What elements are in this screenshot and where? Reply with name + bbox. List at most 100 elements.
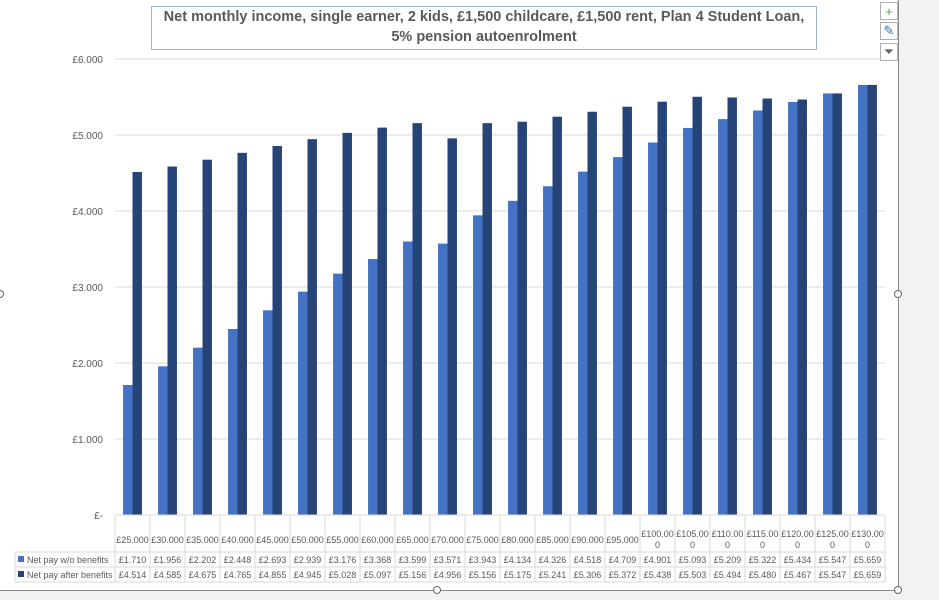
y-tick-label: £- — [94, 511, 103, 522]
category-label: £35.000 — [186, 535, 219, 545]
data-table-value: £5.434 — [784, 555, 812, 565]
data-table-value: £5.306 — [574, 570, 602, 580]
data-table-value: £5.547 — [819, 555, 847, 565]
bar-after-benefits — [447, 138, 457, 515]
data-table-value: £4.956 — [434, 570, 462, 580]
bar-after-benefits — [307, 139, 317, 515]
data-table-value: £4.901 — [644, 555, 672, 565]
brush-icon[interactable]: ✎ — [880, 22, 898, 40]
category-label: £40.000 — [221, 535, 254, 545]
chart-title[interactable]: Net monthly income, single earner, 2 kid… — [151, 6, 817, 50]
data-table-value: £5.372 — [609, 570, 637, 580]
data-table-value: £4.134 — [504, 555, 532, 565]
filter-icon[interactable]: ⏷ — [880, 43, 898, 61]
bar-after-benefits — [692, 96, 702, 515]
bar-wo-benefits — [578, 171, 588, 515]
bar-wo-benefits — [613, 157, 623, 515]
data-table-value: £5.503 — [679, 570, 707, 580]
bar-wo-benefits — [228, 328, 238, 515]
data-table-value: £3.599 — [399, 555, 427, 565]
data-table-value: £4.709 — [609, 555, 637, 565]
category-label: £60.000 — [361, 535, 394, 545]
data-table-value: £4.765 — [224, 570, 252, 580]
category-label: 0 — [795, 540, 800, 550]
data-table-value: £4.675 — [189, 570, 217, 580]
category-label: £75.000 — [466, 535, 499, 545]
bar-wo-benefits — [858, 84, 868, 515]
data-table-value: £3.943 — [469, 555, 497, 565]
bar-wo-benefits — [543, 186, 553, 515]
bar-wo-benefits — [298, 291, 308, 515]
bar-after-benefits — [727, 97, 737, 516]
bar-wo-benefits — [718, 119, 728, 515]
data-table-value: £5.028 — [329, 570, 357, 580]
data-table-value: £4.945 — [294, 570, 322, 580]
category-label: 0 — [655, 540, 660, 550]
bar-wo-benefits — [823, 93, 833, 515]
bar-wo-benefits — [473, 215, 483, 515]
category-label: £85.000 — [536, 535, 569, 545]
data-table-value: £1.710 — [119, 555, 147, 565]
data-table-value: £2.939 — [294, 555, 322, 565]
bar-after-benefits — [202, 159, 212, 515]
data-table-value: £3.571 — [434, 555, 462, 565]
resize-handle[interactable] — [433, 586, 441, 594]
legend-key — [18, 571, 24, 577]
y-tick-label: £2.000 — [72, 359, 103, 370]
bar-wo-benefits — [193, 347, 203, 515]
bar-wo-benefits — [788, 102, 798, 516]
data-table-value: £5.322 — [749, 555, 777, 565]
bar-after-benefits — [832, 93, 842, 515]
resize-handle[interactable] — [894, 290, 902, 298]
category-label: £115.00 — [747, 529, 779, 539]
category-label: 0 — [725, 540, 730, 550]
bar-wo-benefits — [368, 259, 378, 515]
bar-after-benefits — [377, 127, 387, 516]
category-label: 0 — [690, 540, 695, 550]
y-tick-label: £3.000 — [72, 283, 103, 294]
bar-after-benefits — [167, 166, 177, 516]
category-label: 0 — [830, 540, 835, 550]
data-table-value: £2.448 — [224, 555, 252, 565]
category-label: £120.00 — [781, 529, 814, 539]
bar-wo-benefits — [648, 142, 658, 516]
data-table-value: £5.209 — [714, 555, 742, 565]
resize-handle[interactable] — [894, 586, 902, 594]
y-tick-label: £6.000 — [72, 55, 103, 66]
legend-key — [18, 556, 24, 562]
bar-wo-benefits — [508, 200, 518, 516]
y-tick-label: £5.000 — [72, 131, 103, 142]
data-table-value: £5.093 — [679, 555, 707, 565]
bar-wo-benefits — [438, 243, 448, 515]
category-label: £110.00 — [712, 529, 744, 539]
category-label: £25.000 — [116, 535, 149, 545]
bar-wo-benefits — [123, 385, 133, 515]
category-label: £100.00 — [641, 529, 674, 539]
category-label: £65.000 — [396, 535, 429, 545]
bar-after-benefits — [587, 111, 597, 515]
bar-wo-benefits — [683, 127, 693, 515]
data-table-value: £4.585 — [154, 570, 182, 580]
category-label: £90.000 — [571, 535, 604, 545]
category-label: £125.00 — [816, 529, 849, 539]
data-table-value: £5.659 — [854, 570, 882, 580]
bar-after-benefits — [517, 121, 527, 515]
bar-wo-benefits — [403, 241, 413, 515]
data-table-value: £5.241 — [539, 570, 567, 580]
bar-after-benefits — [762, 98, 772, 516]
bar-wo-benefits — [333, 273, 343, 515]
data-table-value: £5.438 — [644, 570, 672, 580]
data-table-value: £4.514 — [119, 570, 147, 580]
bar-after-benefits — [482, 123, 492, 516]
data-table-value: £5.480 — [749, 570, 777, 580]
data-table-value: £4.518 — [574, 555, 602, 565]
bar-after-benefits — [797, 99, 807, 516]
y-tick-label: £1.000 — [72, 435, 103, 446]
category-label: £50.000 — [291, 535, 324, 545]
data-table-value: £5.175 — [504, 570, 532, 580]
data-table-value: £4.855 — [259, 570, 287, 580]
category-label: £55.000 — [326, 535, 359, 545]
plus-icon[interactable]: + — [880, 2, 898, 20]
category-label: £70.000 — [431, 535, 464, 545]
